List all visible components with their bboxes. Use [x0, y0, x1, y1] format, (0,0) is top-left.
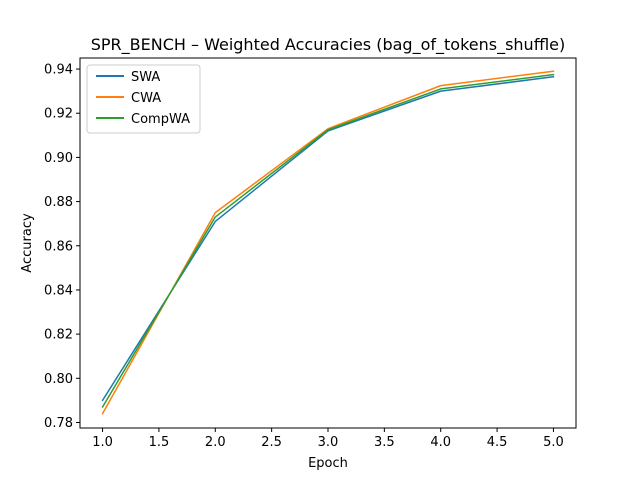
- plot-area-frame: [79, 57, 577, 429]
- y-tick-label: 0.86: [44, 239, 73, 254]
- y-tick-label: 0.82: [44, 328, 73, 343]
- series-line-compwa: [101, 73, 555, 409]
- x-tick-label: 1.5: [149, 435, 170, 450]
- y-tick-label: 0.80: [44, 372, 73, 387]
- legend-label-compwa: CompWA: [131, 112, 190, 127]
- y-tick-label: 0.92: [44, 107, 73, 122]
- x-tick-label: 3.5: [374, 435, 395, 450]
- x-axis-label: Epoch: [308, 456, 348, 471]
- x-tick-label: 4.5: [487, 435, 508, 450]
- y-tick-label: 0.84: [44, 283, 73, 298]
- x-tick-label: 5.0: [543, 435, 564, 450]
- y-axis-label: Accuracy: [20, 213, 35, 273]
- y-tick-label: 0.88: [44, 195, 73, 210]
- chart-title: SPR_BENCH – Weighted Accuracies (bag_of_…: [91, 35, 566, 55]
- x-tick-label: 1.0: [92, 435, 113, 450]
- ticks-layer: 1.0 1.5 2.0 2.5 3.0 3.5 4.0 4.5 5.0 0.78 0.80 0.82 0…: [44, 63, 564, 450]
- legend-label-cwa: CWA: [131, 91, 161, 106]
- legend: SWA CWA CompWA: [86, 64, 201, 134]
- series-layer: [101, 70, 555, 415]
- y-tick-label: 0.90: [44, 151, 73, 166]
- legend-box: [86, 64, 201, 134]
- x-tick-label: 2.5: [261, 435, 282, 450]
- y-tick-label: 0.94: [44, 63, 73, 78]
- y-tick-label: 0.78: [44, 416, 73, 431]
- legend-label-swa: SWA: [131, 70, 160, 85]
- x-tick-label: 4.0: [430, 435, 451, 450]
- x-tick-label: 2.0: [205, 435, 226, 450]
- x-tick-label: 3.0: [318, 435, 339, 450]
